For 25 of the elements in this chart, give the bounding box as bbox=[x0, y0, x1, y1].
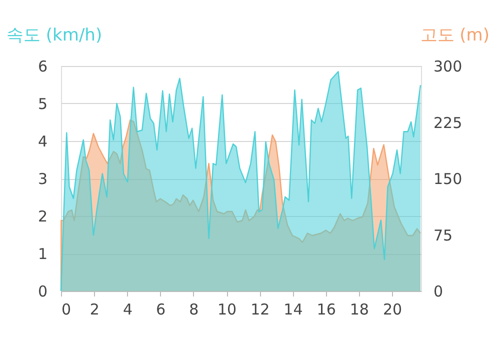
y2-tick-label: 300 bbox=[434, 58, 462, 76]
y2-tick-label: 0 bbox=[434, 282, 444, 300]
x-tick-label: 8 bbox=[189, 300, 199, 318]
y-tick-label: 0 bbox=[38, 282, 48, 300]
x-tick-label: 10 bbox=[217, 300, 237, 318]
x-tick-label: 0 bbox=[62, 300, 72, 318]
y-tick-label: 2 bbox=[38, 208, 48, 226]
x-tick-label: 6 bbox=[156, 300, 166, 318]
y-tick-label: 6 bbox=[38, 58, 48, 76]
y-axis-title: 속도 (km/h) bbox=[6, 26, 102, 46]
x-tick-label: 20 bbox=[382, 300, 402, 318]
x-tick-label: 2 bbox=[90, 300, 100, 318]
y2-axis-title: 고도 (m) bbox=[420, 26, 490, 46]
y-tick-label: 5 bbox=[38, 95, 48, 113]
x-tick-label: 12 bbox=[250, 300, 270, 318]
x-tick-label: 14 bbox=[284, 300, 303, 318]
x-tick-label: 18 bbox=[350, 300, 369, 318]
y-tick-label: 4 bbox=[38, 132, 48, 150]
y-tick-label: 3 bbox=[38, 170, 48, 188]
x-tick-label: 4 bbox=[122, 300, 132, 318]
y-tick-label: 1 bbox=[38, 245, 48, 263]
y2-tick-label: 75 bbox=[434, 226, 453, 244]
y2-tick-label: 150 bbox=[434, 170, 462, 188]
x-tick-label: 16 bbox=[316, 300, 336, 318]
y2-tick-label: 225 bbox=[434, 114, 462, 132]
